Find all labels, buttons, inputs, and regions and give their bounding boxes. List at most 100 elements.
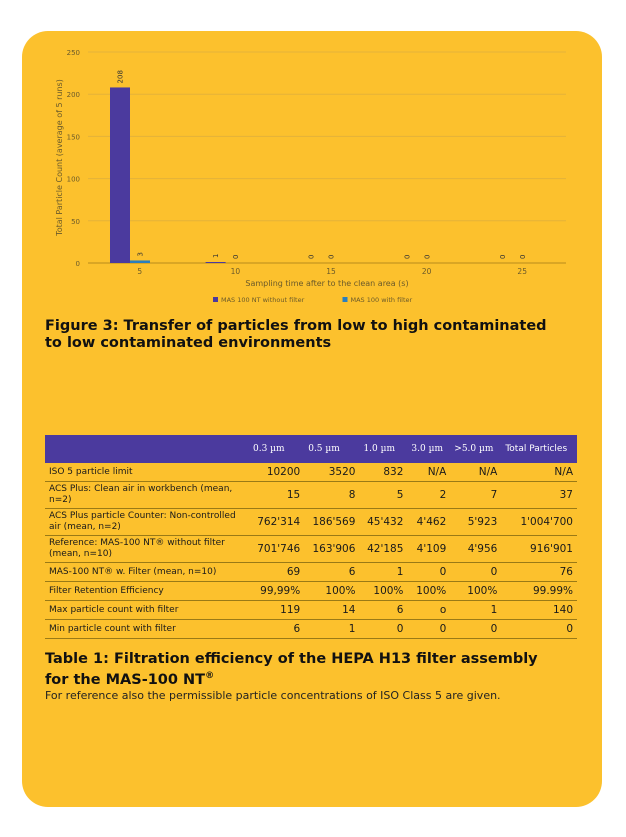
data-label: 0 (308, 255, 316, 259)
row-label: Filter Retention Efficiency (45, 581, 249, 601)
data-label: 0 (232, 255, 240, 259)
table-cell: N/A (501, 463, 577, 482)
table-cell: 76 (501, 562, 577, 582)
table-cell: 762'314 (249, 508, 305, 536)
legend-entry: MAS 100 NT without filter (221, 296, 305, 304)
table-row: ACS Plus particle Counter: Non-controlle… (45, 508, 577, 536)
column-header: >5.0 µm (450, 435, 502, 463)
table-row: Filter Retention Efficiency 99,99% 100% 100… (45, 581, 577, 601)
table-row: Min particle count with filter 6 1 0 0 0 0 (45, 619, 577, 639)
column-header: Total Particles (501, 435, 577, 463)
filtration-table: 0.3 µm 0.5 µm 1.0 µm 3.0 µm >5.0 µm Total Par… (45, 435, 577, 639)
table-caption: Table 1: Filtration efficiency of the HE… (45, 651, 565, 689)
table-cell: 4'956 (450, 535, 502, 563)
table-cell: 100% (304, 581, 360, 601)
data-label: 208 (117, 70, 125, 83)
y-tick-label: 100 (67, 176, 80, 184)
data-label: 3 (137, 252, 145, 256)
x-axis-label: Sampling time after to the clean area (s… (245, 279, 408, 288)
y-tick-label: 50 (71, 218, 80, 226)
table-cell: 186'569 (304, 508, 360, 536)
x-tick-label: 5 (137, 267, 142, 276)
registered-mark: ® (205, 671, 215, 681)
data-label: 0 (519, 255, 527, 259)
x-tick-label: 25 (517, 267, 527, 276)
table-cell: 100% (359, 581, 408, 601)
table-cell: 100% (450, 581, 502, 601)
legend-swatch (342, 297, 348, 302)
table-cell: 0 (407, 562, 451, 582)
column-header: 1.0 µm (359, 435, 408, 463)
table-cell: 4'109 (407, 535, 451, 563)
table-cell: 832 (359, 463, 408, 482)
row-label: ISO 5 particle limit (45, 463, 249, 482)
table-cell: 8 (304, 481, 360, 509)
legend-swatch (213, 297, 218, 302)
row-label: ACS Plus particle Counter: Non-controlle… (45, 508, 249, 536)
row-label: Min particle count with filter (45, 619, 249, 639)
row-label: ACS Plus: Clean air in workbench (mean, … (45, 481, 249, 509)
y-tick-label: 150 (67, 133, 80, 141)
column-header: 3.0 µm (407, 435, 451, 463)
table-cell: 119 (249, 600, 305, 620)
x-tick-label: 20 (422, 267, 432, 276)
table-cell: 1 (304, 619, 360, 639)
bar (110, 87, 130, 263)
table-cell: 163'906 (304, 535, 360, 563)
row-label: Max particle count with filter (45, 600, 249, 620)
table-cell: 0 (450, 619, 502, 639)
table-cell: 99.99% (501, 581, 577, 601)
table-cell: 0 (450, 562, 502, 582)
header-blank (45, 435, 249, 463)
bar (205, 262, 226, 263)
table-cell: 6 (304, 562, 360, 582)
table-row: ACS Plus: Clean air in workbench (mean, … (45, 481, 577, 509)
table-cell: 2 (407, 481, 451, 509)
table-row: MAS-100 NT® w. Filter (mean, n=10) 69 6 1 0 0… (45, 562, 577, 582)
table-cell: 6 (359, 600, 408, 620)
table-cell: o (407, 600, 451, 620)
table-cell: 100% (407, 581, 451, 601)
table-cell: 0 (359, 619, 408, 639)
figure-caption: Figure 3: Transfer of particles from low… (45, 318, 547, 351)
table-cell: 4'462 (407, 508, 451, 536)
y-tick-label: 200 (67, 91, 80, 99)
table-cell: 42'185 (359, 535, 408, 563)
table-cell: N/A (450, 463, 502, 482)
row-label: Reference: MAS-100 NT® without filter (m… (45, 535, 249, 563)
row-label: MAS-100 NT® w. Filter (mean, n=10) (45, 562, 249, 582)
table-note: For reference also the permissible parti… (45, 689, 501, 702)
table-row: ISO 5 particle limit 10200 3520 832 N/A N/A N/… (45, 463, 577, 482)
table-cell: 10200 (249, 463, 305, 482)
table-cell: 6 (249, 619, 305, 639)
y-tick-label: 250 (67, 49, 80, 57)
table-cell: 916'901 (501, 535, 577, 563)
column-header: 0.3 µm (249, 435, 305, 463)
data-label: 1 (212, 254, 220, 258)
table-cell: 69 (249, 562, 305, 582)
table-caption-text: Table 1: Filtration efficiency of the HE… (45, 651, 538, 688)
table-cell: N/A (407, 463, 451, 482)
table-cell: 5'923 (450, 508, 502, 536)
table-cell: 0 (407, 619, 451, 639)
table-cell: 5 (359, 481, 408, 509)
x-tick-label: 15 (326, 267, 336, 276)
table-cell: 14 (304, 600, 360, 620)
table-cell: 701'746 (249, 535, 305, 563)
table-cell: 1'004'700 (501, 508, 577, 536)
table-cell: 37 (501, 481, 577, 509)
x-tick-label: 10 (231, 267, 241, 276)
table-cell: 45'432 (359, 508, 408, 536)
table-row: Max particle count with filter 119 14 6 o 1 14… (45, 600, 577, 620)
data-label: 0 (403, 255, 411, 259)
table-cell: 1 (450, 600, 502, 620)
table-cell: 140 (501, 600, 577, 620)
legend-entry: MAS 100 with filter (351, 296, 413, 304)
bar (130, 260, 150, 263)
table-cell: 1 (359, 562, 408, 582)
table-cell: 0 (501, 619, 577, 639)
table-cell: 99,99% (249, 581, 305, 601)
table-row: Reference: MAS-100 NT® without filter (m… (45, 535, 577, 563)
data-label: 0 (328, 255, 336, 259)
